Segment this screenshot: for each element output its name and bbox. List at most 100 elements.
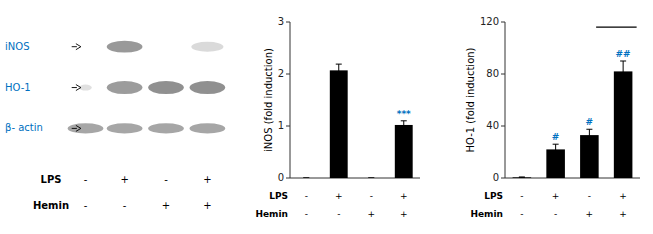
error-cap [368, 178, 374, 179]
error-bar [553, 144, 559, 154]
row-label: + [619, 191, 627, 201]
error-stem [623, 61, 624, 82]
blot-arrow [72, 46, 77, 47]
annotation: # [586, 117, 594, 127]
row-label: + [552, 191, 560, 201]
error-stem [589, 129, 590, 141]
significance-line [596, 27, 637, 28]
y-axis-label: iNOS (fold induction) [263, 48, 274, 152]
y-tick [286, 74, 290, 75]
row-label: + [586, 209, 594, 219]
row-label: + [367, 209, 375, 219]
y-tick-label: 2 [278, 68, 284, 79]
blot-panel: iNOSHO-1β- actinLPS-+-+Hemin--++ [5, 41, 225, 211]
error-bar [336, 64, 342, 76]
row-label: + [203, 174, 211, 185]
y-axis-line [290, 22, 291, 178]
blot-arrow-head [76, 125, 81, 131]
row-label: - [520, 209, 523, 219]
row-label: + [120, 174, 128, 185]
error-bar [303, 178, 309, 179]
marks [303, 64, 412, 178]
y-axis-label: HO-1 (fold induction) [465, 47, 476, 152]
blot-band [107, 123, 143, 133]
row-label: - [305, 209, 308, 219]
row-label: - [84, 174, 88, 185]
row-name: Hemin [470, 209, 503, 219]
y-tick-label: 0 [493, 172, 499, 183]
blot-row-label: HO-1 [5, 82, 31, 93]
error-cap [401, 120, 407, 121]
error-cap [620, 61, 626, 62]
annotation: # [552, 132, 560, 142]
y-tick [286, 178, 290, 179]
error-cap [401, 129, 407, 130]
row-label: - [520, 191, 523, 201]
error-cap [303, 178, 309, 179]
row-label: - [164, 174, 168, 185]
row-label: + [203, 200, 211, 211]
row-label: - [370, 191, 373, 201]
y-tick-label: 1 [278, 120, 284, 131]
blot-band [107, 41, 143, 53]
y-tick [501, 178, 505, 179]
blot-band [191, 42, 223, 52]
row-name: Hemin [255, 209, 288, 219]
row-label: - [305, 191, 308, 201]
blot-band [148, 123, 184, 133]
blot-row-label: β- actin [5, 122, 43, 133]
annotation: *** [397, 109, 411, 119]
blot-band [148, 81, 184, 94]
bar [395, 125, 413, 178]
blot-band [68, 123, 104, 133]
marks [513, 27, 637, 178]
error-bar [519, 176, 525, 178]
row-label: - [84, 200, 88, 211]
bar [513, 177, 532, 178]
error-cap [519, 176, 525, 177]
row-label: + [619, 209, 627, 219]
blot-band [190, 123, 226, 133]
row-name: Hemin [33, 200, 69, 211]
row-name: LPS [269, 191, 288, 201]
y-tick-label: 40 [486, 120, 499, 131]
row-name: LPS [484, 191, 503, 201]
blot-arrow-head [76, 44, 81, 50]
y-tick-label: 0 [278, 172, 284, 183]
y-tick [501, 22, 505, 23]
blot-arrow-head [76, 85, 81, 91]
error-cap [586, 129, 592, 130]
error-stem [338, 64, 339, 76]
row-label: - [123, 200, 127, 211]
error-cap [368, 178, 374, 179]
blot-band [190, 81, 226, 94]
row-label: + [400, 191, 408, 201]
error-cap [586, 140, 592, 141]
blot-arrow [72, 87, 77, 88]
error-bar [368, 178, 374, 179]
bar [330, 70, 348, 178]
bar-panel: 0123iNOS (fold induction)***LPS-+-+Hemin… [255, 16, 420, 219]
y-tick [501, 126, 505, 127]
bar [580, 135, 599, 178]
y-tick-label: 80 [486, 68, 499, 79]
error-cap [519, 177, 525, 178]
row-label: + [162, 200, 170, 211]
row-label: - [554, 209, 557, 219]
y-tick [501, 74, 505, 75]
y-tick [286, 22, 290, 23]
annotation: ## [616, 49, 631, 59]
error-bar [620, 61, 626, 82]
bar-panel: 04080120HO-1 (fold induction)####LPS-+-+… [465, 16, 641, 219]
error-cap [553, 144, 559, 145]
error-cap [336, 64, 342, 65]
bar [362, 178, 380, 179]
y-tick [286, 126, 290, 127]
y-axis-line [505, 22, 506, 178]
bar [297, 178, 315, 179]
error-cap [303, 178, 309, 179]
figure: iNOSHO-1β- actinLPS-+-+Hemin--++0123iNOS… [0, 0, 653, 234]
error-cap [336, 76, 342, 77]
y-tick-label: 120 [480, 16, 499, 27]
row-label: - [337, 209, 340, 219]
